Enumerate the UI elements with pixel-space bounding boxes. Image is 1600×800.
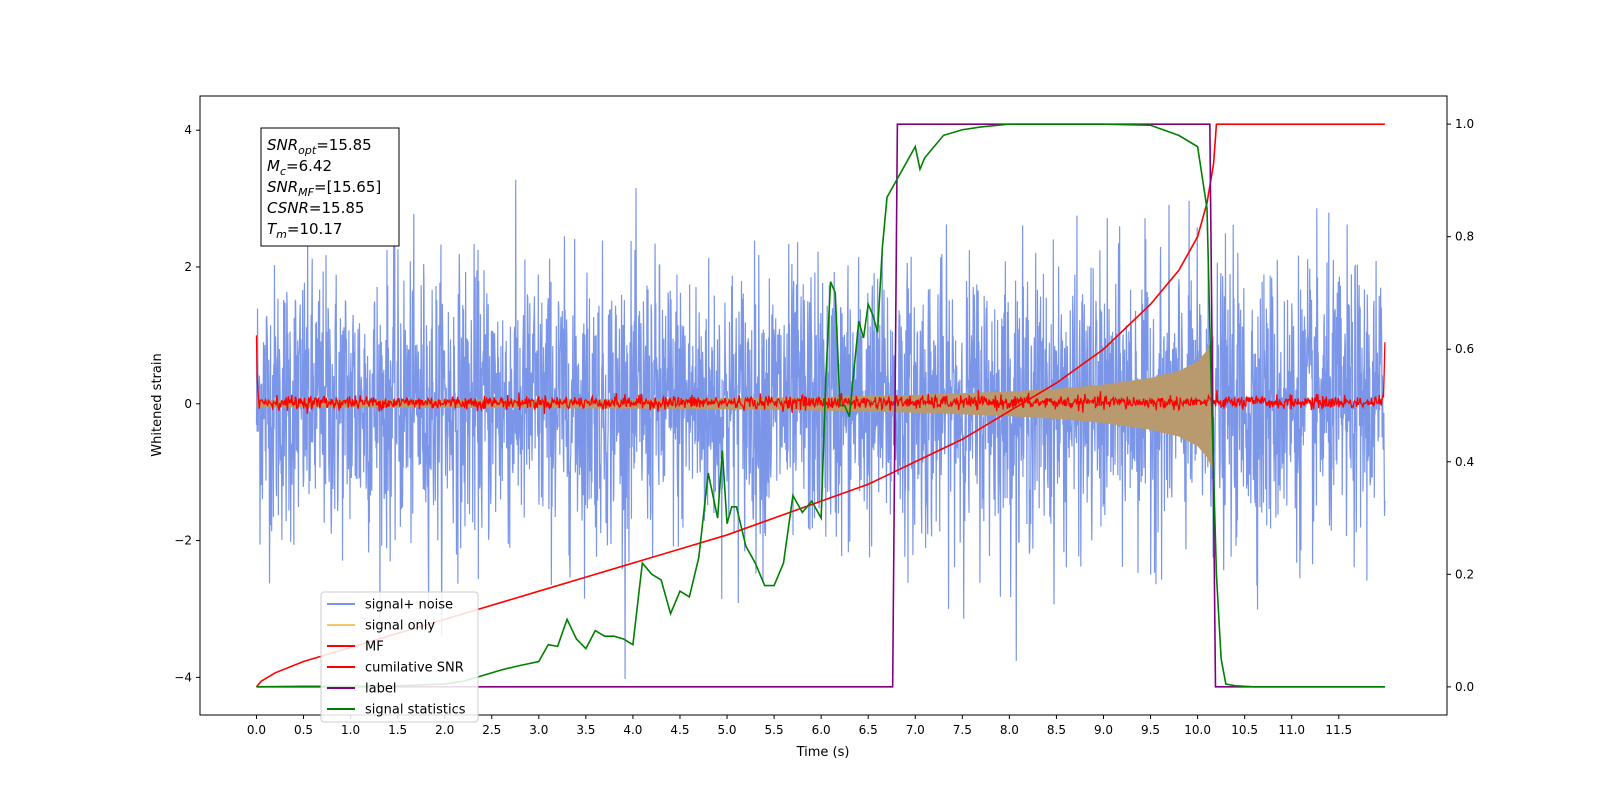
- x-axis-label: Time (s): [796, 745, 850, 760]
- x-tick-label-3: 1.5: [388, 723, 407, 737]
- y-axis-right: 0.0 0.2 0.4 0.6 0.8 1.0: [1447, 117, 1474, 694]
- legend-item-0: signal+ noise: [327, 598, 453, 613]
- annotation-symbol: CSNR: [267, 199, 309, 217]
- legend-item-2: MF: [327, 640, 384, 655]
- annotation-value: =15.85: [316, 136, 372, 154]
- x-tick-label-23: 11.5: [1325, 723, 1352, 737]
- annotation-value: =10.17: [287, 220, 343, 238]
- legend-label-1: signal only: [365, 619, 435, 634]
- annotation-symbol: T: [267, 220, 278, 238]
- annotation-subscript: c: [280, 165, 286, 178]
- x-tick-label-19: 9.5: [1141, 723, 1160, 737]
- plot-frame: [199, 95, 1448, 716]
- series-line-5: [256, 123, 1385, 688]
- x-tick-label-15: 7.5: [953, 723, 972, 737]
- annotation-line-0: SNRopt=15.85: [267, 136, 372, 157]
- y-left-tick-label-4: 4: [184, 123, 192, 137]
- y-axis-label: Whitened strain: [150, 353, 165, 456]
- x-tick-label-17: 8.5: [1047, 723, 1066, 737]
- annotation-line-2: SNRMF=[15.65]: [267, 178, 381, 199]
- annotation-line-4: Tm=10.17: [267, 220, 342, 241]
- annotation-subscript: m: [276, 228, 287, 241]
- x-tick-label-21: 10.5: [1231, 723, 1258, 737]
- y-right-tick-label-5: 1.0: [1455, 117, 1474, 131]
- annotation-value: =15.85: [309, 199, 365, 217]
- annotation-box: SNRopt=15.85Mc=6.42SNRMF=[15.65]CSNR=15.…: [260, 127, 400, 247]
- series-line-2: [255, 335, 1386, 415]
- legend: signal+ noise signal only MF cumilative SNR…: [320, 591, 479, 723]
- x-tick-label-9: 4.5: [670, 723, 689, 737]
- annotation-value: =[15.65]: [314, 178, 381, 196]
- annotation-symbol: SNR: [267, 178, 298, 196]
- x-tick-label-5: 2.5: [482, 723, 501, 737]
- annotation-line-3: CSNR=15.85: [267, 199, 364, 217]
- x-tick-label-7: 3.5: [576, 723, 595, 737]
- x-tick-label-11: 5.5: [765, 723, 784, 737]
- annotation-value: =6.42: [286, 157, 332, 175]
- y-right-tick-label-0: 0.0: [1455, 680, 1474, 694]
- x-tick-label-20: 10.0: [1184, 723, 1211, 737]
- y-left-tick-label-1: −2: [174, 534, 192, 548]
- x-tick-label-10: 5.0: [717, 723, 736, 737]
- y-right-tick-label-1: 0.2: [1455, 567, 1474, 581]
- x-tick-label-16: 8.0: [1000, 723, 1019, 737]
- annotation-line-1: Mc=6.42: [267, 157, 332, 178]
- annotation-frame: [260, 127, 400, 247]
- y-left-tick-label-2: 0: [184, 397, 192, 411]
- x-tick-label-22: 11.0: [1278, 723, 1305, 737]
- x-tick-label-18: 9.0: [1094, 723, 1113, 737]
- x-tick-label-4: 2.0: [435, 723, 454, 737]
- annotation-subscript: opt: [298, 144, 317, 157]
- y-right-tick-label-3: 0.6: [1455, 342, 1474, 356]
- x-tick-label-8: 4.0: [623, 723, 642, 737]
- legend-item-5: signal statistics: [327, 703, 466, 718]
- legend-item-3: cumilative SNR: [327, 661, 464, 676]
- x-tick-label-13: 6.5: [859, 723, 878, 737]
- legend-label-2: MF: [365, 640, 384, 655]
- x-tick-label-1: 0.5: [294, 723, 313, 737]
- annotation-subscript: MF: [298, 186, 314, 199]
- legend-label-4: label: [365, 682, 396, 697]
- legend-item-4: label: [327, 682, 396, 697]
- y-left-tick-label-0: −4: [174, 670, 192, 684]
- y-right-tick-label-2: 0.4: [1455, 455, 1474, 469]
- x-tick-label-0: 0.0: [247, 723, 266, 737]
- x-tick-label-2: 1.0: [341, 723, 360, 737]
- legend-label-3: cumilative SNR: [365, 661, 464, 676]
- legend-label-5: signal statistics: [365, 703, 466, 718]
- x-tick-label-12: 6.0: [812, 723, 831, 737]
- annotation-symbol: M: [267, 157, 280, 175]
- y-axis-left: −4 −2 0 2 4: [174, 123, 200, 684]
- y-left-tick-label-3: 2: [184, 260, 192, 274]
- x-tick-label-6: 3.0: [529, 723, 548, 737]
- legend-frame: [320, 591, 479, 723]
- x-tick-label-14: 7.0: [906, 723, 925, 737]
- legend-label-0: signal+ noise: [365, 598, 453, 613]
- legend-item-1: signal only: [327, 619, 435, 634]
- annotation-symbol: SNR: [267, 136, 298, 154]
- y-right-tick-label-4: 0.8: [1455, 230, 1474, 244]
- x-axis: 0.0 0.5 1.0 1.5 2.0 2.5 3.0 3.5 4.0 4.5 5.0 5.5 6.0 6…: [247, 715, 1352, 737]
